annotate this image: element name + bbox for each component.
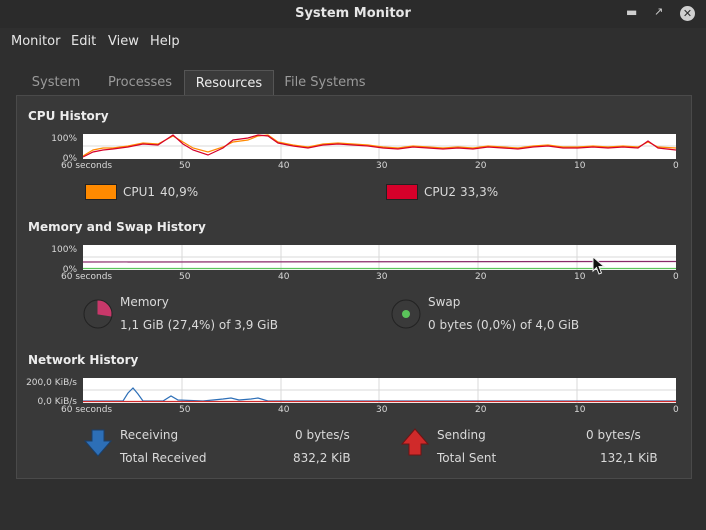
cpu-y-top: 100%: [51, 134, 77, 144]
menu-view[interactable]: View: [108, 34, 139, 49]
network-tick-10: 10: [574, 405, 586, 415]
menu-monitor[interactable]: Monitor: [11, 34, 61, 49]
memory-value: 1,1 GiB (27,4%) of 3,9 GiB: [120, 318, 279, 332]
cpu-y-bottom: 0%: [62, 154, 77, 164]
memory-tick-30: 30: [376, 272, 388, 282]
sending-arrow-icon[interactable]: [401, 428, 429, 456]
menu-bar: Monitor Edit View Help: [0, 30, 706, 52]
close-icon[interactable]: ✕: [680, 6, 695, 21]
memory-tick-40: 40: [278, 272, 290, 282]
sending-value: 0 bytes/s: [586, 428, 641, 442]
resources-panel: CPU History 100% 0% 60 seconds 50 40 30 …: [16, 95, 692, 479]
memory-pie-icon[interactable]: [82, 298, 114, 330]
cpu-tick-30: 30: [376, 161, 388, 171]
cpu-history-title: CPU History: [28, 109, 109, 123]
swap-value: 0 bytes (0,0%) of 4,0 GiB: [428, 318, 580, 332]
network-history-title: Network History: [28, 353, 139, 367]
cpu-tick-0: 0: [673, 161, 679, 171]
network-y-top: 200,0 KiB/s: [26, 378, 77, 388]
cpu2-label: CPU2: [424, 185, 457, 199]
receiving-value: 0 bytes/s: [295, 428, 350, 442]
network-tick-20: 20: [475, 405, 487, 415]
network-x-start: 60 seconds: [61, 405, 113, 415]
memory-x-start: 60 seconds: [61, 272, 113, 282]
total-received-label: Total Received: [120, 451, 207, 465]
cpu-tick-20: 20: [475, 161, 487, 171]
cpu-graph: [83, 134, 676, 159]
window-title: System Monitor: [295, 6, 411, 21]
cpu-tick-10: 10: [574, 161, 586, 171]
memory-y-top: 100%: [51, 245, 77, 255]
cpu2-value: 33,3%: [460, 185, 499, 199]
total-received-value: 832,2 KiB: [293, 451, 351, 465]
cpu-tick-40: 40: [278, 161, 290, 171]
network-tick-40: 40: [278, 405, 290, 415]
tab-resources[interactable]: Resources: [184, 70, 274, 96]
swap-label: Swap: [428, 295, 461, 309]
memory-label: Memory: [120, 295, 169, 309]
memory-line: [83, 260, 676, 263]
maximize-icon[interactable]: ↗: [654, 5, 664, 18]
cpu2-color-swatch[interactable]: [386, 184, 418, 200]
menu-help[interactable]: Help: [150, 34, 180, 49]
receiving-line: [83, 387, 676, 402]
cpu-tick-50: 50: [179, 161, 191, 171]
network-tick-50: 50: [179, 405, 191, 415]
menu-edit[interactable]: Edit: [71, 34, 97, 49]
memory-graph: [83, 245, 676, 270]
tab-system[interactable]: System: [31, 75, 81, 90]
swap-pie-icon[interactable]: [390, 298, 422, 330]
memory-tick-0: 0: [673, 272, 679, 282]
cpu1-color-swatch[interactable]: [85, 184, 117, 200]
network-tick-30: 30: [376, 405, 388, 415]
memory-history-title: Memory and Swap History: [28, 220, 206, 234]
tab-processes[interactable]: Processes: [107, 75, 173, 90]
tab-file-systems[interactable]: File Systems: [284, 75, 366, 90]
total-sent-value: 132,1 KiB: [600, 451, 658, 465]
sending-label: Sending: [437, 428, 486, 442]
cpu2-line: [83, 134, 676, 158]
minimize-icon[interactable]: ▬: [626, 5, 638, 19]
total-sent-label: Total Sent: [437, 451, 497, 465]
network-tick-0: 0: [673, 405, 679, 415]
receiving-label: Receiving: [120, 428, 179, 442]
mouse-cursor-icon: [592, 256, 606, 275]
memory-tick-20: 20: [475, 272, 487, 282]
network-graph: [83, 378, 676, 403]
cpu1-value: 40,9%: [160, 185, 199, 199]
receiving-arrow-icon[interactable]: [84, 429, 112, 457]
memory-tick-50: 50: [179, 272, 191, 282]
cpu1-label: CPU1: [123, 185, 156, 199]
title-bar: System Monitor ▬ ↗ ✕: [0, 0, 706, 28]
network-y-bottom: 0,0 KiB/s: [37, 397, 77, 407]
cpu-x-start: 60 seconds: [61, 161, 113, 171]
memory-tick-10: 10: [574, 272, 586, 282]
memory-y-bottom: 0%: [62, 265, 77, 275]
